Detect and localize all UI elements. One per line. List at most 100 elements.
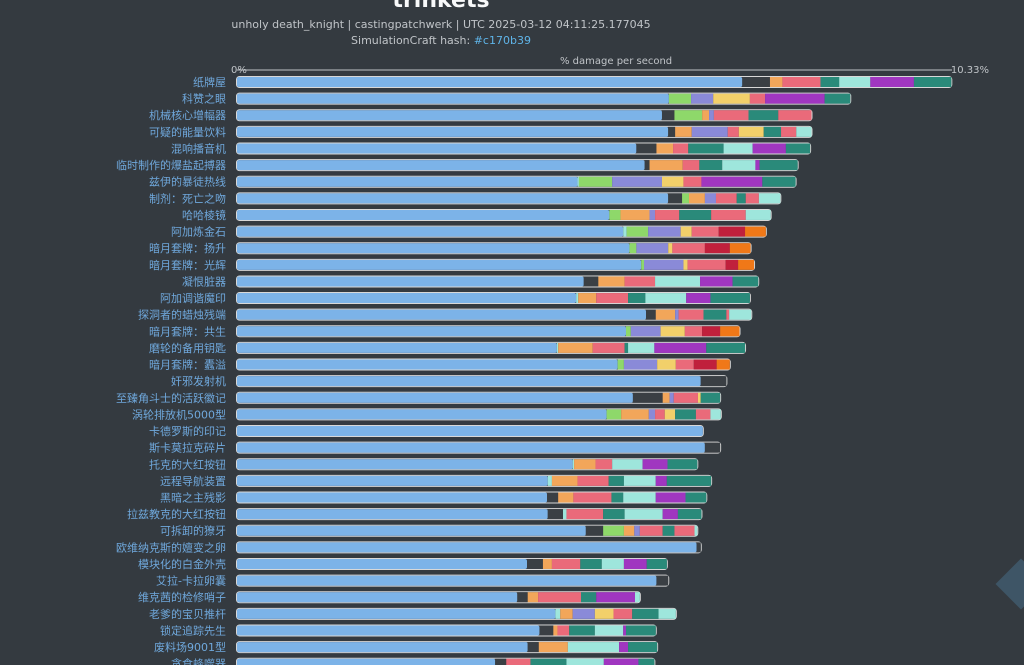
bar-base [237, 442, 705, 453]
bar-base [237, 77, 743, 87]
bar-segment [644, 160, 650, 171]
bar-base [237, 592, 518, 603]
bar-segment [759, 160, 798, 171]
bar-outline [236, 308, 753, 321]
bar-segment [527, 558, 543, 569]
category-label: 探洞者的蜡烛残端 [138, 308, 226, 322]
bar-segment [624, 342, 629, 353]
bar-segment [592, 342, 625, 353]
bar-base [237, 426, 703, 437]
category-label: 兹伊的暴徒热线 [149, 175, 226, 189]
bar-base [237, 625, 540, 636]
bar-segment [660, 326, 685, 337]
bar-segment [745, 193, 759, 204]
bar-segment [720, 326, 740, 337]
bar-base [237, 642, 528, 653]
bar-segment [669, 392, 674, 403]
category-label: 涡轮排放机5000型 [132, 407, 226, 421]
bar-segment [687, 259, 726, 270]
bar-outline [236, 641, 659, 654]
bar-segment [623, 625, 626, 636]
bar-segment [620, 209, 650, 220]
bar-segment [716, 359, 730, 370]
bar-outline [236, 92, 852, 105]
bar-segment [655, 309, 676, 320]
bar-base [237, 326, 626, 337]
bar-segment [596, 293, 629, 304]
bar-outline [236, 375, 728, 388]
bar-segment [675, 359, 694, 370]
bar-segment [703, 309, 727, 320]
bar-segment [630, 326, 661, 337]
bar-segment [632, 608, 659, 619]
category-label: 纸牌屋 [193, 75, 226, 89]
bar-segment [636, 143, 657, 154]
bar-segment [655, 409, 665, 420]
category-label: 奸邪发射机 [171, 374, 226, 388]
bar-rows: 纸牌屋科赞之眼机械核心增幅器可疑的能量饮料混响播音机临时制作的爆盐起搏器兹伊的暴… [116, 75, 953, 665]
category-label: 锁定追踪先生 [160, 623, 226, 637]
bar-segment [576, 293, 579, 304]
bar-base [237, 409, 607, 420]
bar-segment [506, 658, 531, 665]
bar-segment [567, 642, 620, 653]
bar-segment [628, 293, 646, 304]
category-label: 可拆卸的獠牙 [160, 524, 226, 538]
hash-link[interactable]: #c170b39 [473, 34, 531, 47]
bar-segment [639, 525, 663, 536]
bar-segment [763, 126, 782, 137]
category-label: 模块化的白金外壳 [138, 557, 226, 571]
category-label: 欧维纳克斯的嬗变之卵 [116, 540, 226, 554]
hash-label: SimulationCraft hash: [351, 34, 474, 47]
bar-segment [580, 558, 602, 569]
bar-segment [598, 276, 625, 287]
bar-segment [913, 77, 952, 87]
bar-outline [236, 574, 670, 587]
bar-segment [595, 459, 613, 470]
bar-base [237, 193, 669, 204]
bar-segment [668, 93, 692, 104]
bar-segment [656, 143, 674, 154]
bar-segment [682, 160, 700, 171]
bar-outline [236, 524, 699, 537]
bar-segment [700, 376, 727, 387]
bar-segment [623, 492, 656, 503]
bar-segment [547, 492, 559, 503]
bar-segment [684, 326, 703, 337]
bar-segment [769, 77, 783, 87]
bar-segment [596, 592, 635, 603]
bar-segment [675, 126, 692, 137]
bar-segment [695, 409, 711, 420]
bar-outline [236, 325, 741, 338]
bar-outline [236, 458, 699, 471]
bar-segment [628, 342, 655, 353]
bar-segment [623, 359, 658, 370]
bar-segment [553, 625, 558, 636]
bar-segment [745, 209, 771, 220]
bar-segment [752, 143, 786, 154]
bar-segment [727, 126, 739, 137]
bar-segment [578, 176, 613, 187]
bar-segment [569, 625, 595, 636]
bar-base [237, 459, 573, 470]
bar-segment [649, 209, 656, 220]
bar-base [237, 110, 662, 121]
bar-segment [711, 209, 746, 220]
bar-outline [236, 391, 722, 404]
bar-segment [694, 525, 698, 536]
bar-segment [674, 110, 703, 121]
bar-segment [495, 658, 507, 665]
category-label: 黑暗之主残影 [160, 491, 226, 505]
category-label: 可疑的能量饮料 [149, 125, 226, 139]
bar-base [237, 293, 577, 304]
bar-segment [682, 193, 689, 204]
category-label: 托克的大红按钮 [149, 457, 226, 471]
bar-segment [732, 276, 759, 287]
bar-segment [683, 176, 702, 187]
bar-segment [623, 475, 656, 486]
bar-outline [236, 258, 756, 271]
bar-segment [701, 176, 763, 187]
bar-base [237, 143, 637, 154]
bar-segment [527, 592, 539, 603]
bar-segment [624, 276, 656, 287]
